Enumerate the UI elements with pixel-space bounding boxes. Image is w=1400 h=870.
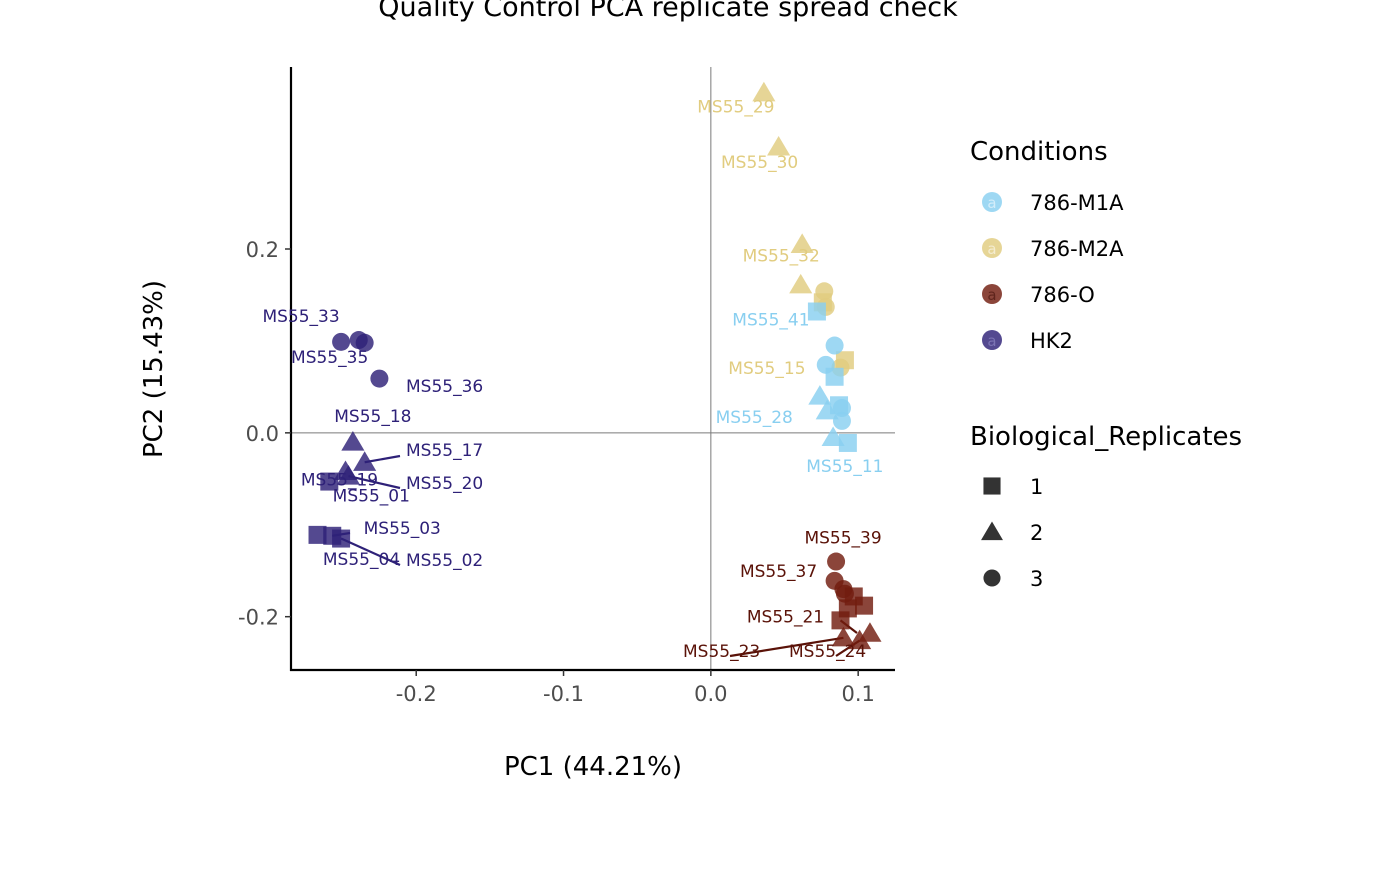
- plot-area: -0.2 -0.1 0.0 0.1-0.20.00.2MS55_33MS55_35MS…: [238, 67, 895, 706]
- point-786-m2a-rep2: [767, 135, 791, 156]
- point-label: MS55_29: [697, 98, 774, 118]
- label-leader-line: [729, 636, 844, 658]
- point-786-m1a-rep3: [825, 336, 844, 355]
- point-786-m2a-rep2: [790, 233, 814, 253]
- point-label: MS55_04: [323, 550, 400, 570]
- x-tick-label: 0.0: [694, 682, 727, 706]
- point-hk2-rep1: [308, 525, 327, 544]
- point-label: MS55_33: [262, 307, 339, 327]
- y-axis-label: PC2 (15.43%): [139, 280, 169, 458]
- x-axis-label: PC1 (44.21%): [504, 752, 682, 782]
- point-786-m1a-rep1: [838, 433, 857, 452]
- point-hk2-rep2: [341, 431, 365, 451]
- point-label: MS55_36: [406, 377, 483, 397]
- legend-conditions-title: Conditions: [970, 137, 1108, 167]
- legend-condition-label: 786-M1A: [1030, 191, 1124, 215]
- point-786-m1a-rep2: [815, 399, 839, 420]
- point-hk2-rep2: [336, 465, 361, 485]
- point-786-o-rep1: [855, 596, 874, 615]
- legend-condition-label: 786-M2A: [1030, 237, 1124, 261]
- point-786-o-rep2: [848, 629, 872, 650]
- point-label: MS55_18: [334, 407, 411, 427]
- point-label: MS55_11: [806, 457, 883, 477]
- label-leader-line: [348, 474, 401, 490]
- x-tick-label: -0.1: [543, 682, 584, 706]
- legend-condition-key: [982, 284, 1002, 304]
- point-label: MS55_37: [740, 562, 817, 582]
- legend-key-glyph: a: [987, 286, 996, 304]
- legend: Conditions a 786-M1A a 786-M2A a 786-O a HK2 Biol…: [970, 137, 1242, 591]
- label-leader-line: [364, 454, 401, 464]
- legend-key-glyph: a: [987, 240, 996, 258]
- legend-condition-key: [982, 192, 1002, 212]
- point-label: MS55_23: [683, 642, 760, 662]
- point-label: MS55_24: [789, 642, 866, 662]
- x-tick-label: 0.1: [841, 682, 874, 706]
- point-label: MS55_01: [333, 487, 410, 507]
- legend-key-glyph: a: [987, 194, 996, 212]
- point-label: MS55_03: [364, 519, 441, 539]
- point-hk2-rep3: [332, 332, 351, 351]
- point-786-o-rep1: [831, 611, 850, 630]
- point-786-m2a-rep2: [752, 81, 776, 102]
- point-786-m1a-rep2: [808, 385, 832, 405]
- point-label: MS55_17: [406, 441, 483, 461]
- point-label: MS55_35: [291, 348, 368, 368]
- point-786-m2a-rep2: [789, 273, 813, 294]
- point-786-m1a-rep1: [807, 302, 826, 321]
- point-786-m1a-rep3: [832, 399, 851, 418]
- y-tick-label: -0.2: [238, 606, 279, 630]
- legend-condition-label: HK2: [1030, 329, 1073, 353]
- legend-replicate-label: 3: [1030, 567, 1043, 591]
- legend-condition-key: [982, 238, 1002, 258]
- legend-key-glyph: a: [987, 332, 996, 350]
- point-hk2-rep3: [370, 369, 389, 388]
- legend-replicate-label: 1: [1030, 475, 1043, 499]
- point-label: MS55_30: [721, 153, 798, 173]
- point-label: MS55_19: [301, 470, 378, 490]
- point-label: MS55_41: [732, 311, 809, 331]
- legend-replicate-key: [983, 477, 1001, 495]
- legend-replicates-title: Biological_Replicates: [970, 422, 1242, 452]
- point-786-o-rep3: [827, 552, 846, 571]
- point-786-o-rep3: [835, 584, 854, 603]
- point-hk2-rep1: [332, 529, 351, 548]
- legend-condition-key: [982, 330, 1002, 350]
- point-hk2-rep2: [353, 451, 377, 471]
- point-786-o-rep2: [858, 622, 882, 642]
- point-label: MS55_28: [716, 408, 793, 428]
- point-786-o-rep2: [831, 626, 855, 647]
- data-points: MS55_33 MS55_35 MS55_36 MS55_18 MS55_17 MS55_…: [262, 81, 883, 662]
- legend-condition-label: 786-O: [1030, 283, 1095, 307]
- legend-replicate-key: [981, 521, 1003, 541]
- point-hk2-rep3: [355, 333, 374, 352]
- legend-replicate-label: 2: [1030, 521, 1043, 545]
- point-786-m1a-rep3: [832, 411, 851, 430]
- point-label: MS55_20: [406, 474, 483, 494]
- y-tick-label: 0.0: [246, 422, 279, 446]
- label-leader-line: [340, 537, 401, 567]
- point-label: MS55_21: [747, 607, 824, 627]
- x-tick-label: -0.2: [396, 682, 437, 706]
- point-label: MS55_39: [804, 529, 881, 549]
- point-label: MS55_32: [743, 246, 820, 266]
- point-label: MS55_02: [406, 551, 483, 571]
- y-tick-label: 0.2: [246, 238, 279, 262]
- legend-replicate-key: [983, 569, 1001, 587]
- point-label: MS55_15: [728, 359, 805, 379]
- chart-title: Quality Control PCA replicate spread che…: [378, 0, 958, 23]
- point-786-m1a-rep1: [825, 367, 844, 386]
- point-hk2-rep1: [320, 472, 339, 491]
